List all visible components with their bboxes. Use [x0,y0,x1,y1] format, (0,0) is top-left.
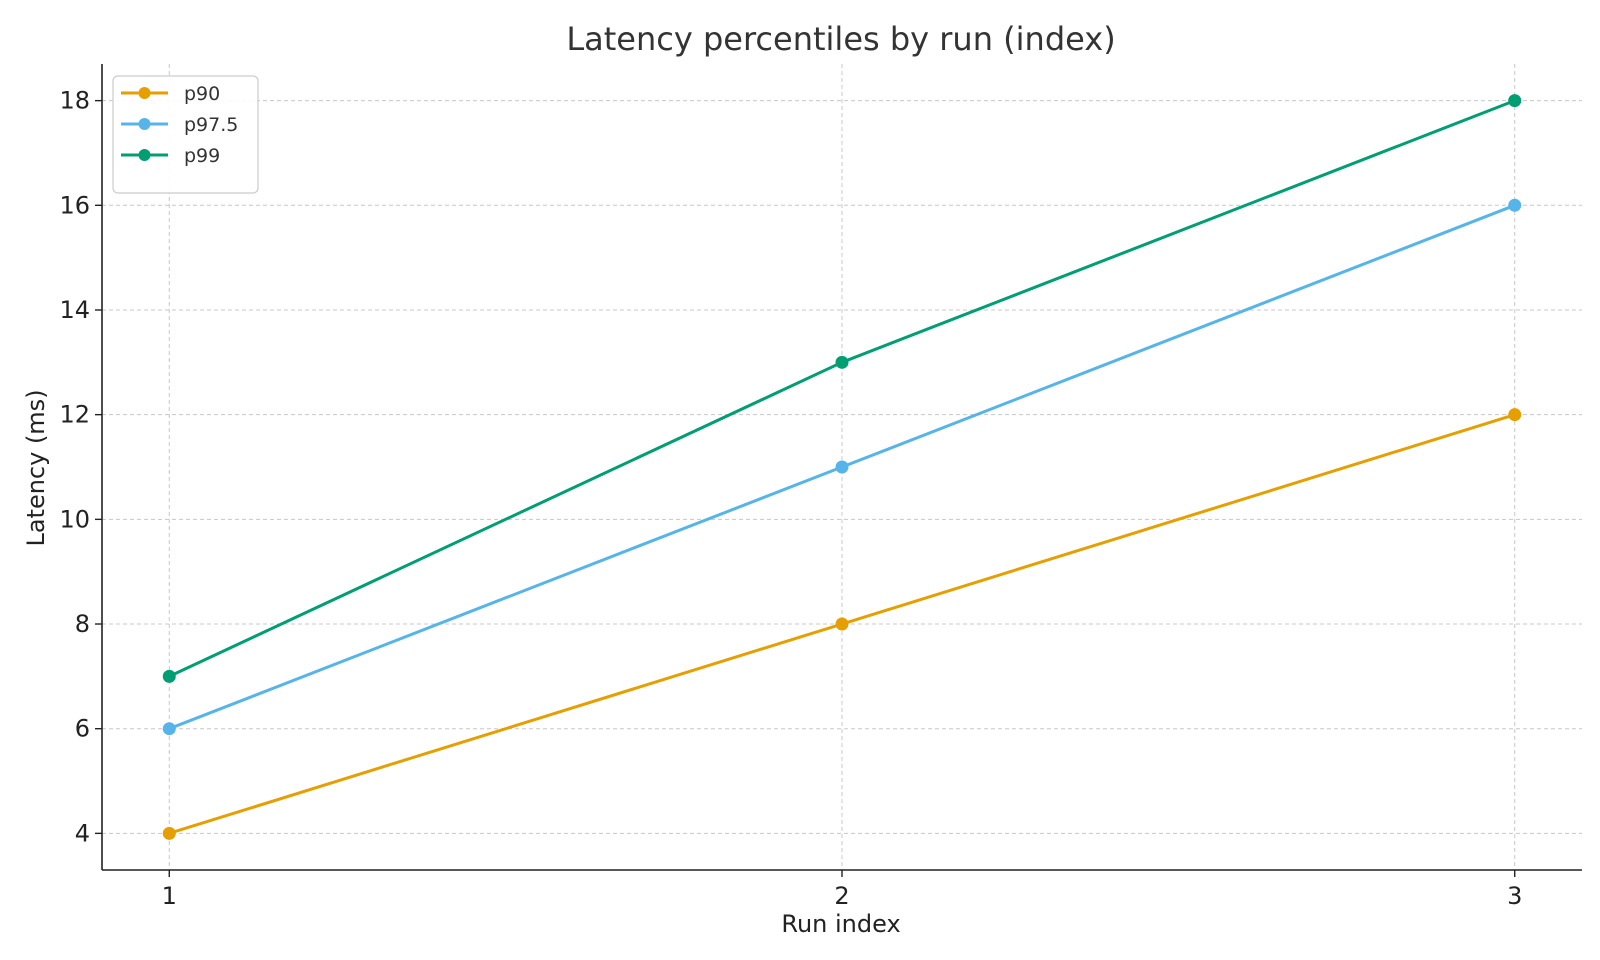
legend-entry: p90 [121,83,220,105]
data-point [835,460,849,474]
legend-entry: p97.5 [121,114,238,136]
y-tick-label: 10 [59,505,90,533]
data-point [162,722,176,736]
series-layer [162,94,1522,840]
legend-entry: p99 [121,145,220,167]
legend-label: p97.5 [184,114,238,136]
chart-title: Latency percentiles by run (index) [566,20,1115,58]
y-tick-label: 12 [59,401,90,429]
y-tick-label: 6 [75,715,90,743]
y-tick-label: 16 [59,191,90,219]
series-p99 [162,94,1522,683]
x-axis-label: Run index [781,910,900,938]
series-p97-5 [162,198,1522,736]
x-tick-label: 1 [162,882,177,910]
y-axis-label: Latency (ms) [22,389,50,546]
legend: p90 p97.5 p99 [112,75,259,194]
grid [102,64,1582,870]
legend-marker [138,149,151,161]
legend-box [112,75,259,194]
legend-marker [138,87,151,99]
data-point [835,617,849,631]
data-point [162,669,176,683]
data-point [162,826,176,840]
legend-marker [138,118,151,130]
legend-label: p90 [184,83,220,105]
data-point [1508,198,1522,212]
y-tick-label: 14 [59,296,90,324]
data-point [1508,408,1522,422]
x-tick-label: 3 [1507,882,1522,910]
x-tick-label: 2 [834,882,849,910]
legend-label: p99 [184,145,220,167]
y-tick-label: 18 [59,87,90,115]
data-point [835,355,849,369]
series-p90 [162,408,1522,840]
y-tick-label: 4 [75,819,90,847]
data-point [1508,94,1522,108]
y-tick-label: 8 [75,610,90,638]
